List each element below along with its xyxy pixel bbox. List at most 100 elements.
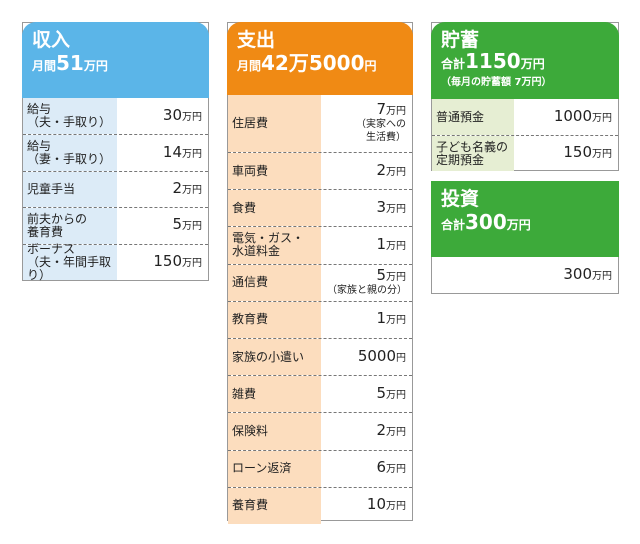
unit: 万円: [386, 464, 406, 476]
table-row: 子ども名義の 定期預金 150万円: [432, 135, 618, 171]
table-row: 教育費 1万円: [228, 300, 412, 338]
row-value: 5万円: [321, 376, 412, 412]
table-row: 給与 （夫・手取り） 30万円: [23, 98, 208, 135]
amount: 150: [153, 251, 182, 270]
table-row: 養育費 10万円: [228, 486, 412, 524]
row-value: 300万円: [432, 257, 618, 293]
unit: 万円: [386, 203, 406, 215]
income-title: 収入: [32, 29, 71, 51]
amount: 5: [376, 265, 386, 284]
amount: 1000: [553, 106, 592, 125]
unit: 万円: [386, 315, 406, 327]
unit: 万円: [386, 106, 406, 117]
row-label: 教育費: [228, 301, 321, 338]
row-label: 通信費: [228, 264, 321, 301]
row-value: 150万円: [117, 245, 208, 280]
investment-card: 投資 合計300万円 300万円: [431, 181, 619, 294]
row-label: 雑費: [228, 376, 321, 413]
row-label: 食費: [228, 190, 321, 227]
amount: 3: [376, 197, 386, 216]
unit: 万円: [182, 111, 202, 123]
row-label: 普通預金: [432, 99, 514, 135]
row-value: 10万円: [321, 488, 412, 524]
investment-title: 投資: [441, 188, 480, 210]
row-label: 車両費: [228, 153, 321, 190]
table-row: 食費 3万円: [228, 189, 412, 227]
amount: 5000: [357, 346, 396, 365]
table-row: 前夫からの 養育費 5万円: [23, 207, 208, 244]
amount: 1: [376, 234, 386, 253]
row-label: 前夫からの 養育費: [23, 208, 117, 244]
expense-card: 支出 月間42万5000円 住居費 7万円 （実家への 生活費） 車両費 2万円 食費 3万…: [227, 22, 413, 524]
savings-table: 普通預金 1000万円 子ども名義の 定期預金 150万円: [432, 99, 618, 171]
table-row: 通信費 5万円 （家族と親の分）: [228, 263, 412, 301]
table-row: 普通預金 1000万円: [432, 99, 618, 135]
row-label: ボーナス （夫・年間手取り）: [23, 242, 117, 281]
expense-title: 支出: [237, 29, 276, 51]
income-total: 月間51万円: [32, 51, 108, 75]
investment-table: 300万円: [432, 257, 618, 293]
row-value: 150万円: [514, 136, 618, 171]
row-label: 住居費: [228, 95, 321, 152]
table-row: 児童手当 2万円: [23, 170, 208, 208]
table-row: 家族の小遣い 5000円: [228, 337, 412, 376]
row-value: 2万円: [117, 172, 208, 207]
row-value: 1000万円: [514, 99, 618, 135]
unit: 万円: [386, 501, 406, 513]
investment-header: 投資 合計300万円: [431, 181, 619, 257]
row-value: 5万円: [117, 208, 208, 243]
expense-total: 月間42万5000円: [237, 51, 377, 75]
row-value: 1万円: [321, 302, 412, 338]
table-row: 住居費 7万円 （実家への 生活費）: [228, 95, 412, 152]
row-label: ローン返済: [228, 450, 321, 487]
savings-card: 貯蓄 合計1150万円 （毎月の貯蓄額 7万円） 普通預金 1000万円 子ども名義…: [431, 22, 619, 171]
row-value: 14万円: [117, 135, 208, 170]
table-row: 雑費 5万円: [228, 375, 412, 413]
amount: 2: [376, 160, 386, 179]
row-label: 養育費: [228, 487, 321, 524]
savings-monthly-note: （毎月の貯蓄額 7万円）: [441, 77, 552, 88]
row-value: 6万円: [321, 451, 412, 487]
unit: 万円: [386, 240, 406, 252]
expense-table: 住居費 7万円 （実家への 生活費） 車両費 2万円 食費 3万円 電気・ガス・ 水道料金 1万…: [228, 95, 412, 524]
savings-total: 合計1150万円: [441, 49, 545, 73]
savings-header: 貯蓄 合計1150万円 （毎月の貯蓄額 7万円）: [431, 22, 619, 99]
unit: 万円: [386, 271, 406, 283]
unit: 万円: [182, 221, 202, 233]
unit: 万円: [182, 257, 202, 269]
row-note: （家族と親の分）: [327, 284, 407, 296]
unit: 万円: [182, 148, 202, 160]
amount: 5: [376, 383, 386, 402]
income-card: 収入 月間51万円 給与 （夫・手取り） 30万円 給与 （妻・手取り） 14万円 児童…: [22, 22, 209, 281]
amount: 1: [376, 309, 386, 328]
row-label: 給与 （夫・手取り）: [23, 98, 117, 135]
row-value: 2万円: [321, 413, 412, 449]
table-row: 給与 （妻・手取り） 14万円: [23, 134, 208, 171]
row-label: 電気・ガス・ 水道料金: [228, 227, 321, 264]
amount: 10: [366, 495, 386, 514]
income-table: 給与 （夫・手取り） 30万円 給与 （妻・手取り） 14万円 児童手当 2万円 前夫からの…: [23, 98, 208, 281]
row-value: 2万円: [321, 153, 412, 189]
amount: 2: [376, 420, 386, 439]
unit: 万円: [592, 149, 612, 160]
unit: 万円: [592, 112, 612, 124]
expense-header: 支出 月間42万5000円: [227, 22, 413, 95]
table-row: 電気・ガス・ 水道料金 1万円: [228, 226, 412, 264]
amount: 14: [162, 142, 182, 161]
amount: 30: [162, 105, 182, 124]
row-label: 保険料: [228, 413, 321, 450]
table-row: 保険料 2万円: [228, 412, 412, 450]
table-row: ローン返済 6万円: [228, 449, 412, 487]
unit: 万円: [182, 184, 202, 196]
row-label: 給与 （妻・手取り）: [23, 135, 117, 171]
row-label: 家族の小遣い: [228, 338, 321, 376]
amount: 7: [376, 100, 386, 118]
unit: 円: [396, 352, 406, 364]
amount: 5: [172, 215, 182, 234]
unit: 万円: [386, 426, 406, 438]
income-header: 収入 月間51万円: [22, 22, 209, 98]
table-row: ボーナス （夫・年間手取り） 150万円: [23, 242, 208, 281]
row-value: 5万円 （家族と親の分）: [321, 265, 412, 301]
row-label: 児童手当: [23, 171, 117, 208]
amount: 300: [563, 264, 592, 283]
